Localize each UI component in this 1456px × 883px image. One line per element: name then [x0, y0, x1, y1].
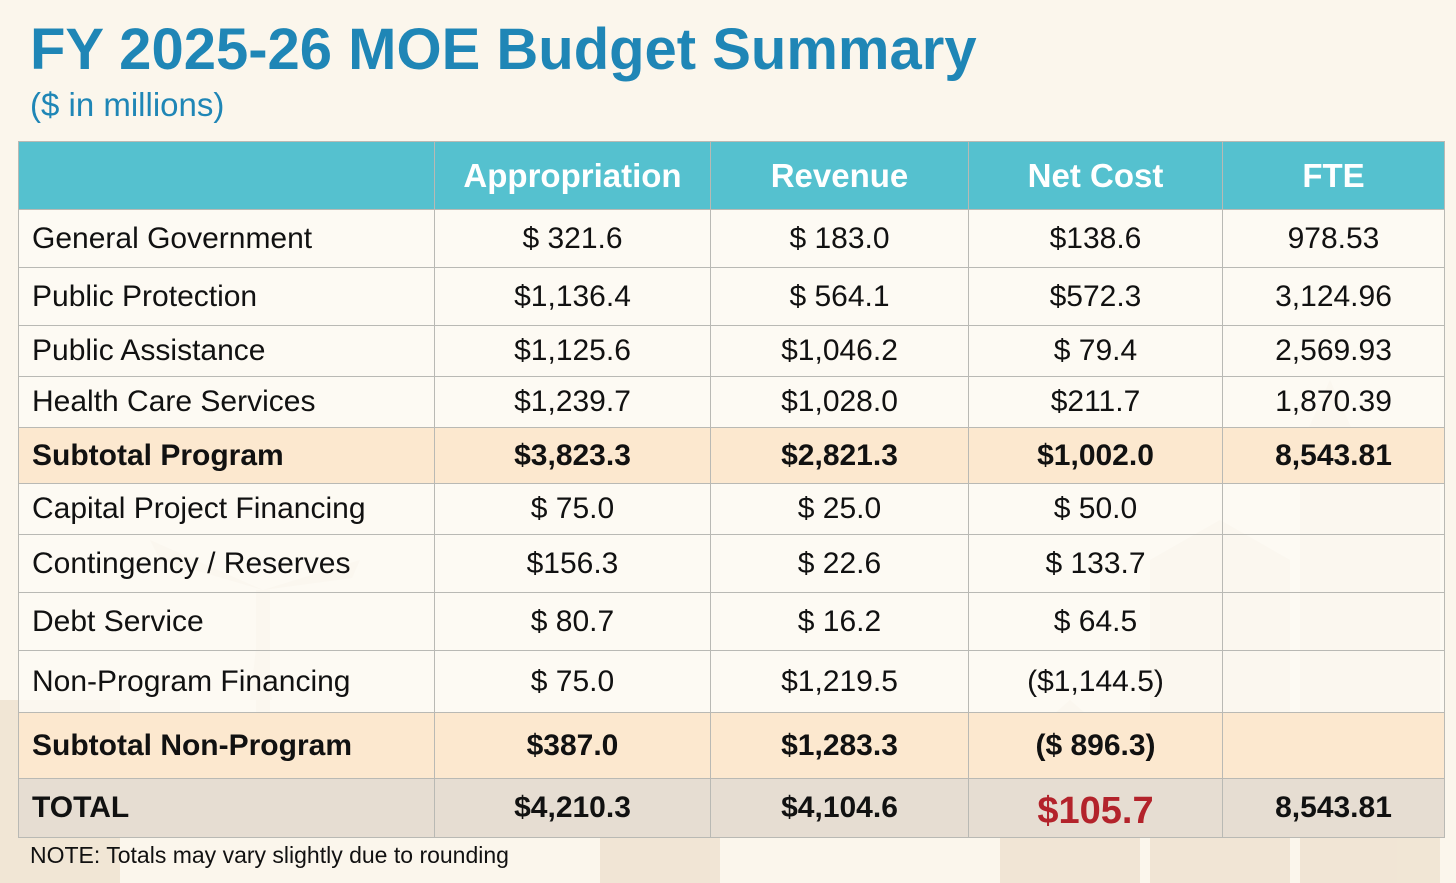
net-cost-cell: ($1,144.5): [968, 650, 1223, 713]
revenue-cell: $2,821.3: [710, 427, 969, 484]
header-net-cost: Net Cost: [968, 141, 1223, 210]
header-label-column: [18, 141, 435, 210]
appropriation-cell: $1,125.6: [434, 325, 711, 377]
revenue-cell: $ 25.0: [710, 483, 969, 535]
appropriation-cell: $ 80.7: [434, 592, 711, 651]
row-label: Non-Program Financing: [18, 650, 435, 713]
row-label: Public Protection: [18, 267, 435, 326]
row-label: Public Assistance: [18, 325, 435, 377]
fte-cell: 3,124.96: [1222, 267, 1445, 326]
row-label: General Government: [18, 209, 435, 268]
table-row: Health Care Services $1,239.7 $1,028.0 $…: [18, 376, 1445, 428]
revenue-cell: $ 564.1: [710, 267, 969, 326]
row-label: TOTAL: [18, 778, 435, 838]
table-row: Public Assistance $1,125.6 $1,046.2 $ 79…: [18, 325, 1445, 377]
subtotal-program-row: Subtotal Program $3,823.3 $2,821.3 $1,00…: [18, 427, 1445, 484]
page-title: FY 2025-26 MOE Budget Summary: [30, 17, 977, 82]
fte-cell: [1222, 650, 1445, 713]
fte-cell: 2,569.93: [1222, 325, 1445, 377]
fte-cell: 8,543.81: [1222, 778, 1445, 838]
net-cost-cell: $ 79.4: [968, 325, 1223, 377]
row-label: Debt Service: [18, 592, 435, 651]
page-subtitle: ($ in millions): [30, 86, 225, 123]
appropriation-cell: $ 75.0: [434, 483, 711, 535]
revenue-cell: $1,028.0: [710, 376, 969, 428]
net-cost-cell: $138.6: [968, 209, 1223, 268]
net-cost-cell: $211.7: [968, 376, 1223, 428]
net-cost-cell: $ 64.5: [968, 592, 1223, 651]
net-cost-cell: $1,002.0: [968, 427, 1223, 484]
appropriation-cell: $156.3: [434, 534, 711, 593]
net-cost-cell: $572.3: [968, 267, 1223, 326]
appropriation-cell: $ 75.0: [434, 650, 711, 713]
fte-cell: [1222, 534, 1445, 593]
appropriation-cell: $ 321.6: [434, 209, 711, 268]
appropriation-cell: $387.0: [434, 712, 711, 779]
fte-cell: 8,543.81: [1222, 427, 1445, 484]
header-fte: FTE: [1222, 141, 1445, 210]
row-label: Health Care Services: [18, 376, 435, 428]
fte-cell: [1222, 712, 1445, 779]
table-row: Contingency / Reserves $156.3 $ 22.6 $ 1…: [18, 534, 1445, 593]
net-cost-cell: ($ 896.3): [968, 712, 1223, 779]
table-row: Debt Service $ 80.7 $ 16.2 $ 64.5: [18, 592, 1445, 651]
net-cost-total-value: $105.7: [1037, 789, 1154, 832]
table-header-row: Appropriation Revenue Net Cost FTE: [18, 141, 1445, 210]
revenue-cell: $1,046.2: [710, 325, 969, 377]
row-label: Contingency / Reserves: [18, 534, 435, 593]
table-row: Capital Project Financing $ 75.0 $ 25.0 …: [18, 483, 1445, 535]
net-cost-cell: $ 50.0: [968, 483, 1223, 535]
revenue-cell: $1,283.3: [710, 712, 969, 779]
appropriation-cell: $1,239.7: [434, 376, 711, 428]
table-row: Public Protection $1,136.4 $ 564.1 $572.…: [18, 267, 1445, 326]
header-appropriation: Appropriation: [434, 141, 711, 210]
row-label: Subtotal Non-Program: [18, 712, 435, 779]
net-cost-cell: $105.7: [968, 778, 1223, 838]
header-revenue: Revenue: [710, 141, 969, 210]
rounding-note: NOTE: Totals may vary slightly due to ro…: [30, 842, 509, 868]
revenue-cell: $4,104.6: [710, 778, 969, 838]
appropriation-cell: $4,210.3: [434, 778, 711, 838]
row-label: Subtotal Program: [18, 427, 435, 484]
fte-cell: 978.53: [1222, 209, 1445, 268]
fte-cell: [1222, 592, 1445, 651]
appropriation-cell: $3,823.3: [434, 427, 711, 484]
revenue-cell: $1,219.5: [710, 650, 969, 713]
table-row: General Government $ 321.6 $ 183.0 $138.…: [18, 209, 1445, 268]
net-cost-cell: $ 133.7: [968, 534, 1223, 593]
fte-cell: [1222, 483, 1445, 535]
total-row: TOTAL $4,210.3 $4,104.6 $105.7 8,543.81: [18, 778, 1445, 838]
appropriation-cell: $1,136.4: [434, 267, 711, 326]
revenue-cell: $ 16.2: [710, 592, 969, 651]
row-label: Capital Project Financing: [18, 483, 435, 535]
revenue-cell: $ 183.0: [710, 209, 969, 268]
subtotal-non-program-row: Subtotal Non-Program $387.0 $1,283.3 ($ …: [18, 712, 1445, 779]
revenue-cell: $ 22.6: [710, 534, 969, 593]
fte-cell: 1,870.39: [1222, 376, 1445, 428]
budget-summary-table: Appropriation Revenue Net Cost FTE Gener…: [18, 141, 1445, 838]
table-row: Non-Program Financing $ 75.0 $1,219.5 ($…: [18, 650, 1445, 713]
